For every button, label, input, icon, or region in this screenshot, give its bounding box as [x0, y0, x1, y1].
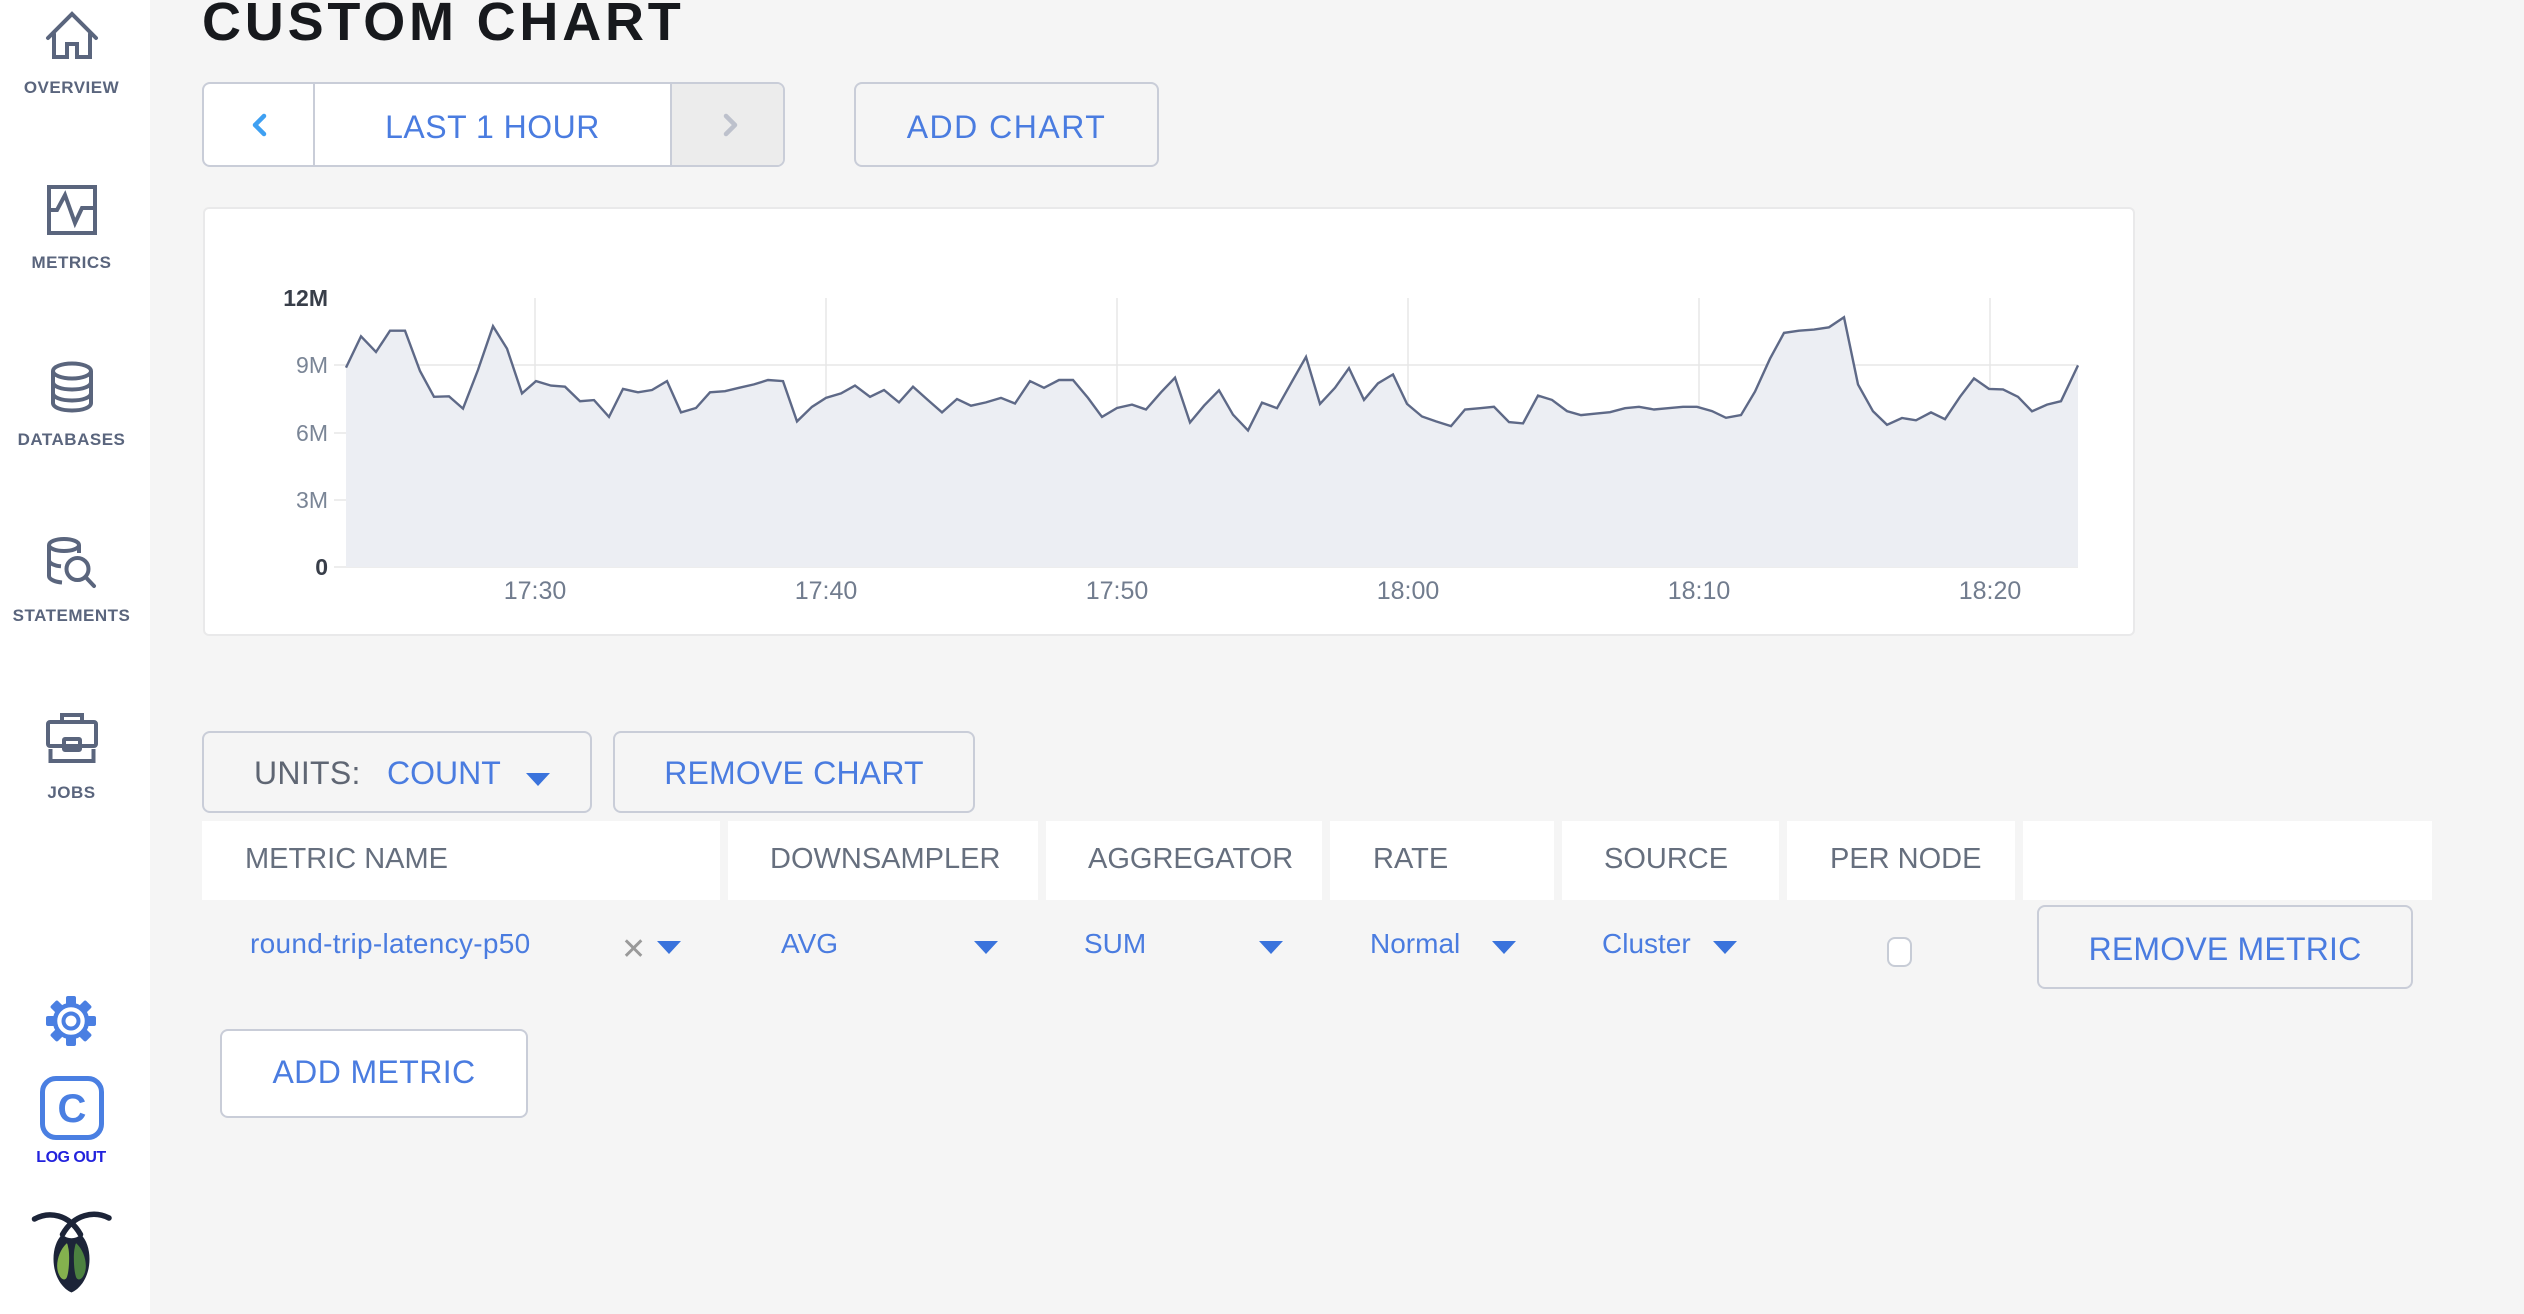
svg-text:9M: 9M	[296, 352, 328, 378]
svg-text:12M: 12M	[283, 285, 328, 311]
svg-text:18:00: 18:00	[1377, 577, 1440, 605]
svg-text:18:20: 18:20	[1959, 577, 2022, 605]
svg-text:3M: 3M	[296, 487, 328, 513]
svg-text:6M: 6M	[296, 420, 328, 446]
svg-text:17:50: 17:50	[1086, 577, 1149, 605]
svg-text:17:30: 17:30	[504, 577, 567, 605]
svg-text:0: 0	[315, 554, 328, 580]
svg-text:17:40: 17:40	[795, 577, 858, 605]
svg-text:18:10: 18:10	[1668, 577, 1731, 605]
